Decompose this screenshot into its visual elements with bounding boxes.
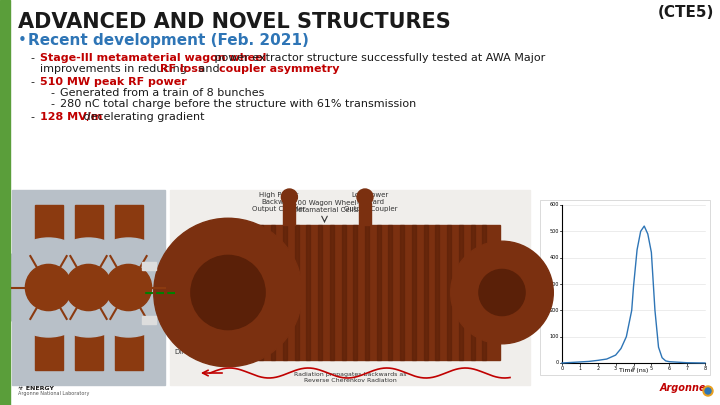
- Circle shape: [25, 264, 71, 311]
- Text: •: •: [18, 33, 27, 48]
- Text: -: -: [50, 99, 54, 109]
- Text: 4: 4: [632, 366, 635, 371]
- Text: 300: 300: [549, 281, 559, 286]
- Bar: [436, 225, 439, 360]
- Circle shape: [451, 241, 553, 344]
- Text: 0: 0: [556, 360, 559, 365]
- Bar: [142, 262, 156, 269]
- Bar: [540, 200, 710, 375]
- Bar: [248, 225, 251, 360]
- Bar: [271, 225, 275, 360]
- Text: decelerating gradient: decelerating gradient: [81, 112, 204, 122]
- Text: Argonne National Laboratory: Argonne National Laboratory: [18, 391, 89, 396]
- Text: coupler asymmetry: coupler asymmetry: [220, 64, 340, 74]
- Text: Beam
Direction: Beam Direction: [174, 342, 206, 355]
- Text: 7: 7: [685, 366, 689, 371]
- Text: 2: 2: [596, 366, 599, 371]
- Text: 500: 500: [549, 229, 559, 234]
- Bar: [471, 225, 474, 360]
- Bar: [377, 225, 381, 360]
- Text: power extractor structure successfully tested at AWA Major: power extractor structure successfully t…: [212, 53, 546, 63]
- Circle shape: [154, 218, 302, 367]
- Bar: [412, 225, 416, 360]
- Text: 510 MW peak RF power: 510 MW peak RF power: [40, 77, 186, 87]
- Text: 5: 5: [650, 366, 653, 371]
- Circle shape: [705, 388, 711, 394]
- Circle shape: [357, 189, 373, 205]
- Circle shape: [105, 264, 152, 311]
- Bar: [354, 225, 357, 360]
- Text: 100: 100: [549, 334, 559, 339]
- Bar: [400, 225, 404, 360]
- Text: ADVANCED AND NOVEL STRUCTURES: ADVANCED AND NOVEL STRUCTURES: [18, 12, 451, 32]
- Bar: [365, 225, 369, 360]
- Bar: [236, 225, 240, 360]
- Text: Radiation propagates backwards as
Reverse Cherenkov Radiation: Radiation propagates backwards as Revers…: [294, 372, 406, 383]
- Bar: [482, 225, 487, 360]
- Text: Recent development (Feb. 2021): Recent development (Feb. 2021): [28, 33, 309, 48]
- Bar: [447, 225, 451, 360]
- Text: 600: 600: [549, 202, 559, 207]
- Text: 100 Wagon Wheel
Metamaterial Cells: 100 Wagon Wheel Metamaterial Cells: [292, 200, 357, 213]
- Text: improvements in reducing: improvements in reducing: [40, 64, 190, 74]
- Bar: [142, 315, 156, 324]
- Circle shape: [191, 256, 265, 330]
- Bar: [341, 225, 346, 360]
- Bar: [283, 225, 287, 360]
- Bar: [0, 0, 10, 405]
- Text: 128 MV/m: 128 MV/m: [40, 112, 102, 122]
- Bar: [318, 225, 322, 360]
- Bar: [230, 225, 500, 360]
- Text: Time (ns): Time (ns): [618, 368, 648, 373]
- Text: 200: 200: [549, 308, 559, 313]
- Bar: [284, 203, 295, 225]
- Text: RF loss: RF loss: [160, 64, 204, 74]
- Text: -: -: [50, 88, 54, 98]
- Bar: [259, 225, 264, 360]
- Bar: [389, 225, 392, 360]
- Text: -: -: [30, 77, 34, 87]
- Circle shape: [703, 386, 713, 396]
- Bar: [359, 203, 371, 225]
- Circle shape: [66, 264, 112, 311]
- Text: 0: 0: [560, 366, 564, 371]
- Bar: [170, 190, 530, 385]
- Circle shape: [479, 269, 525, 315]
- Text: 1: 1: [578, 366, 582, 371]
- Text: High Power
Backward
Output Coupler: High Power Backward Output Coupler: [252, 192, 305, 212]
- Bar: [114, 205, 143, 370]
- Bar: [306, 225, 310, 360]
- Text: Argonne: Argonne: [660, 383, 706, 393]
- Text: Generated from a train of 8 bunches: Generated from a train of 8 bunches: [60, 88, 264, 98]
- Text: -: -: [30, 53, 34, 63]
- Circle shape: [39, 238, 138, 337]
- Bar: [330, 225, 334, 360]
- Bar: [74, 205, 102, 370]
- Bar: [35, 205, 63, 370]
- Text: 400: 400: [549, 255, 559, 260]
- Circle shape: [79, 238, 178, 337]
- Text: 8: 8: [703, 366, 706, 371]
- Bar: [540, 200, 710, 375]
- Bar: [423, 225, 428, 360]
- Bar: [459, 225, 463, 360]
- Text: 280 nC total charge before the structure with 61% transmission: 280 nC total charge before the structure…: [60, 99, 416, 109]
- Bar: [12, 190, 165, 385]
- Bar: [294, 225, 299, 360]
- Text: -: -: [30, 112, 34, 122]
- Text: ☣ ENERGY: ☣ ENERGY: [18, 386, 54, 391]
- Circle shape: [0, 238, 98, 337]
- Text: and: and: [195, 64, 223, 74]
- Text: (CTE5): (CTE5): [657, 5, 714, 20]
- Text: 3: 3: [614, 366, 617, 371]
- Text: Stage-III metamaterial wagon wheel: Stage-III metamaterial wagon wheel: [40, 53, 266, 63]
- Text: 6: 6: [667, 366, 671, 371]
- Text: Low-Power
Forward
Output Coupler: Low-Power Forward Output Coupler: [343, 192, 397, 212]
- Text: Power (MW): Power (MW): [544, 268, 549, 301]
- Circle shape: [282, 189, 297, 205]
